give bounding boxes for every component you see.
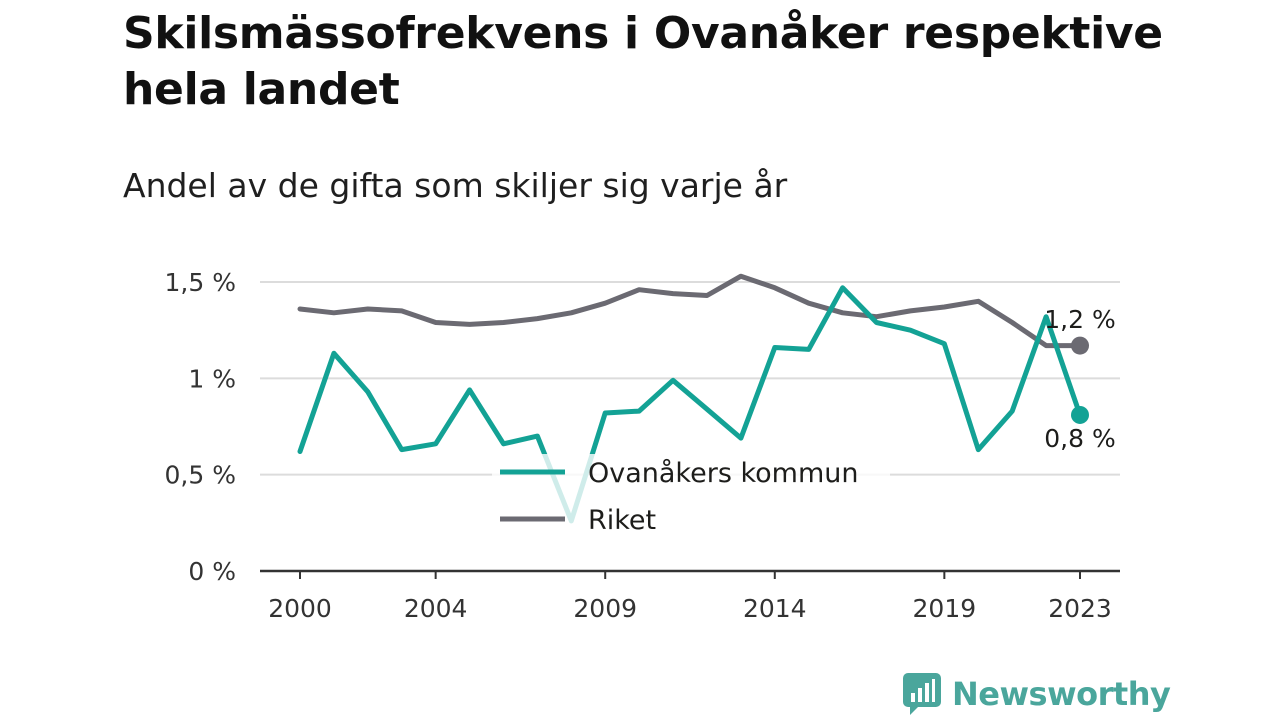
riket-end-point	[1071, 336, 1089, 355]
ovanaker-line	[297, 285, 1083, 524]
x-tick-label: 2004	[404, 594, 468, 623]
newsworthy-logo: Newsworthy	[902, 672, 1171, 716]
x-tick-label: 2009	[573, 594, 637, 623]
y-tick-label: 1,5 %	[165, 268, 236, 297]
ovanaker-end-label: 0,8 %	[1044, 424, 1115, 453]
riket-line	[297, 273, 1083, 349]
newsworthy-logo-icon	[903, 673, 941, 715]
riket-end-label: 1,2 %	[1044, 305, 1115, 334]
chart-subtitle: Andel av de gifta som skiljer sig varje …	[123, 166, 788, 205]
y-axis-ticks: 0 % 0,5 % 1 % 1,5 %	[165, 268, 236, 586]
x-tick-label: 2014	[743, 594, 807, 623]
ovanaker-end-point	[1071, 405, 1089, 424]
x-tick-label: 2023	[1048, 594, 1112, 623]
chart-title: Skilsmässofrekvens i Ovanåker respektive…	[123, 8, 1163, 115]
legend: Ovanåkers kommun Riket	[492, 454, 890, 540]
x-axis: 2000 2004 2009 2014 2019 2023	[260, 569, 1120, 623]
y-tick-label: 1 %	[188, 364, 236, 393]
y-tick-label: 0 %	[188, 557, 236, 586]
y-tick-label: 0,5 %	[165, 461, 236, 490]
legend-label: Ovanåkers kommun	[588, 458, 859, 489]
legend-background	[492, 454, 890, 540]
end-labels: 0,8 % 1,2 %	[1044, 305, 1115, 453]
x-tick-label: 2019	[913, 594, 977, 623]
legend-label: Riket	[588, 505, 656, 536]
x-tick-label: 2000	[268, 594, 332, 623]
brand-name: Newsworthy	[952, 675, 1171, 713]
series-lines	[297, 273, 1089, 524]
